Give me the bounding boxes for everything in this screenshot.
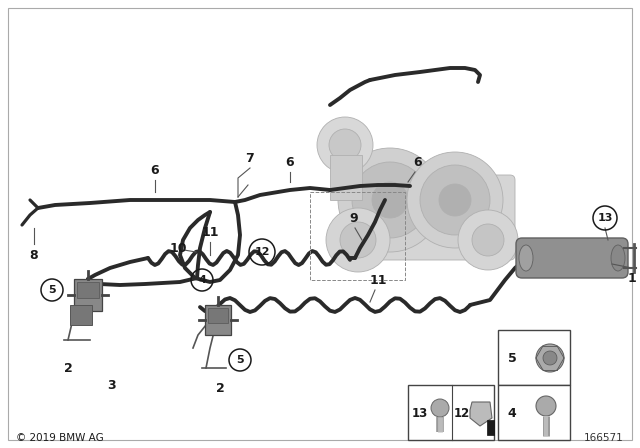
Text: 166571: 166571 — [584, 433, 624, 443]
Circle shape — [407, 152, 503, 248]
Text: 5: 5 — [236, 355, 244, 365]
Text: 3: 3 — [108, 379, 116, 392]
Circle shape — [431, 399, 449, 417]
Text: 4: 4 — [508, 406, 516, 419]
Circle shape — [340, 222, 376, 258]
Bar — [408, 385, 494, 440]
Text: 12: 12 — [254, 247, 269, 257]
Text: 4: 4 — [198, 275, 206, 285]
Bar — [74, 279, 102, 311]
Bar — [208, 308, 228, 323]
Text: 5: 5 — [508, 352, 516, 365]
Circle shape — [536, 396, 556, 416]
Text: 11: 11 — [369, 273, 387, 287]
Circle shape — [472, 224, 504, 256]
Text: 10: 10 — [169, 241, 187, 254]
Ellipse shape — [519, 245, 533, 271]
Text: © 2019 BMW AG: © 2019 BMW AG — [16, 433, 104, 443]
Circle shape — [372, 182, 408, 218]
Text: 5: 5 — [48, 285, 56, 295]
Text: 2: 2 — [63, 362, 72, 375]
Circle shape — [420, 165, 490, 235]
Polygon shape — [487, 420, 494, 435]
Ellipse shape — [611, 245, 625, 271]
FancyBboxPatch shape — [516, 238, 628, 278]
Circle shape — [543, 351, 557, 365]
Circle shape — [338, 148, 442, 252]
Text: 13: 13 — [412, 406, 428, 419]
Bar — [70, 305, 92, 325]
Text: 6: 6 — [285, 155, 294, 168]
Circle shape — [352, 162, 428, 238]
Circle shape — [536, 344, 564, 372]
Text: 11: 11 — [201, 225, 219, 238]
Text: 7: 7 — [246, 151, 254, 164]
Text: 8: 8 — [29, 249, 38, 262]
Bar — [205, 305, 231, 335]
Bar — [498, 385, 570, 440]
Text: 2: 2 — [216, 382, 225, 395]
Text: 12: 12 — [454, 406, 470, 419]
Circle shape — [439, 184, 471, 216]
Text: 9: 9 — [349, 211, 358, 224]
Circle shape — [317, 117, 373, 173]
Circle shape — [329, 129, 361, 161]
Polygon shape — [470, 402, 492, 426]
Bar — [330, 155, 362, 200]
Circle shape — [458, 210, 518, 270]
Text: 13: 13 — [597, 213, 612, 223]
Text: 6: 6 — [413, 155, 422, 168]
Text: 6: 6 — [150, 164, 159, 177]
Text: 1: 1 — [628, 271, 636, 284]
Bar — [77, 282, 99, 298]
FancyBboxPatch shape — [345, 175, 515, 260]
Bar — [498, 330, 570, 385]
Circle shape — [326, 208, 390, 272]
